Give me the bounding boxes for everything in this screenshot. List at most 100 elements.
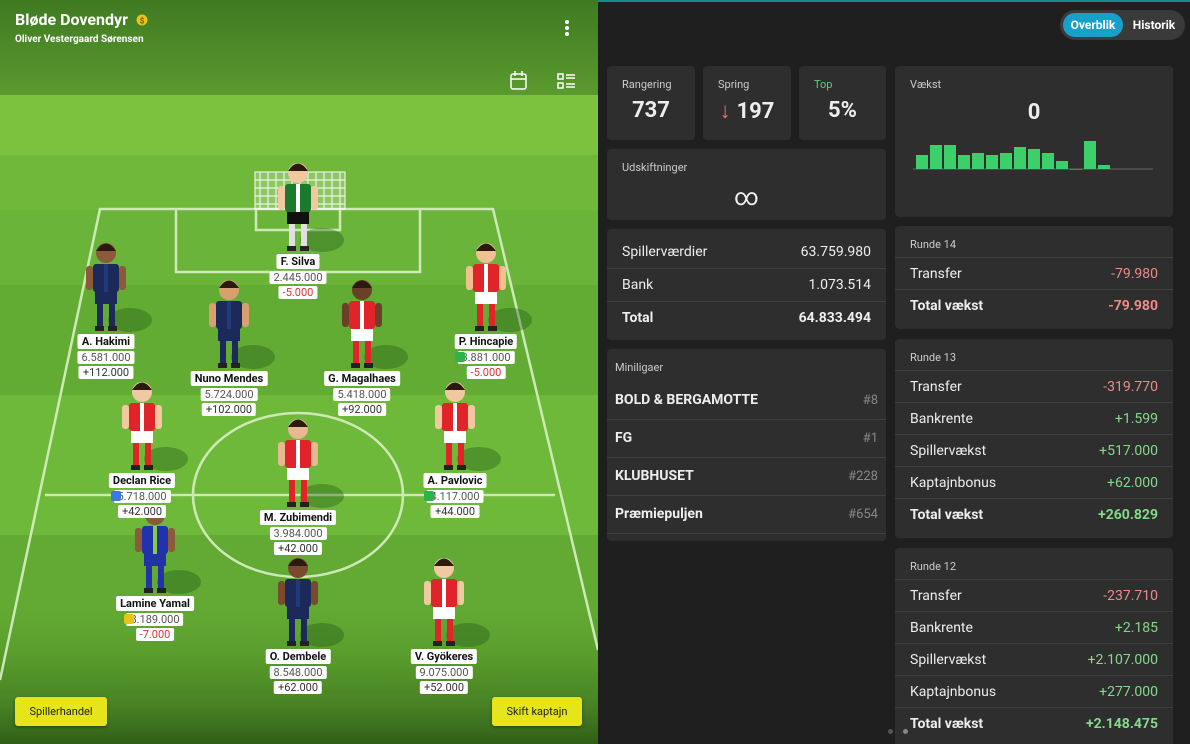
manager-name: Oliver Vestergaard Sørensen	[15, 34, 144, 45]
tab[interactable]: Overblik	[1063, 13, 1123, 37]
hair	[352, 280, 372, 288]
pager-dot[interactable]	[888, 729, 893, 734]
shorts	[287, 210, 309, 224]
player-change: -5.000	[278, 286, 318, 299]
round-value: +62.000	[1107, 475, 1158, 491]
boot	[300, 641, 309, 646]
league-row[interactable]: KLUBHUSET #228	[607, 461, 886, 491]
pager-dot[interactable]	[903, 729, 908, 734]
boot	[446, 641, 455, 646]
round-row: Total vækst +260.829	[895, 499, 1173, 531]
round-label: Total vækst	[910, 716, 984, 732]
league-row[interactable]: Præmiepuljen #654	[607, 499, 886, 529]
shorts	[144, 552, 166, 566]
leg	[289, 478, 295, 504]
leg	[301, 617, 307, 643]
player-change: -7.000	[135, 628, 175, 641]
player-price: 5.418.000	[333, 388, 391, 401]
arm	[424, 581, 431, 605]
league-row[interactable]: BOLD & BERGAMOTTE #8	[607, 385, 886, 415]
leg	[146, 564, 152, 590]
shirt-trim	[442, 579, 446, 607]
league-name: FG	[615, 430, 633, 446]
arm	[468, 405, 475, 429]
stat-value: 5%	[799, 98, 886, 123]
player-price: 6.581.000	[77, 351, 135, 364]
label: Rangering	[622, 78, 672, 91]
leg	[220, 339, 226, 365]
shirt-trim	[296, 184, 300, 212]
player-figure	[86, 243, 152, 332]
leg	[365, 339, 371, 365]
player-badge	[124, 614, 134, 624]
league-name: Præmiepuljen	[615, 506, 703, 522]
captain-button[interactable]: Skift kaptajn	[492, 697, 582, 726]
boot	[475, 326, 484, 331]
stat-card: Spring ↓ 197	[703, 66, 791, 140]
growth-bar	[1084, 141, 1096, 169]
round-label: Total vækst	[910, 507, 984, 523]
leg	[133, 441, 139, 467]
arm	[86, 266, 93, 290]
label: Runde 12	[910, 560, 957, 573]
league-row[interactable]: FG #1	[607, 423, 886, 453]
growth-value: 0	[1027, 100, 1041, 125]
player-card: A. Pavlovic 4.117.000 +44.000	[423, 473, 487, 518]
hair	[96, 243, 116, 251]
growth-bar	[972, 153, 984, 169]
growth-bar	[1014, 147, 1026, 169]
tab-bar: Overblik Historik	[1060, 10, 1185, 40]
shadow	[157, 570, 201, 594]
round-row: Spillervækst +517.000	[895, 435, 1173, 467]
leg	[477, 302, 483, 328]
player-price: 3.881.000	[457, 351, 515, 364]
leg	[301, 222, 307, 248]
boot	[218, 363, 227, 368]
round-row: Transfer -237.710	[895, 580, 1173, 612]
shorts	[287, 605, 309, 619]
divider	[607, 268, 886, 269]
label: Runde 13	[910, 351, 957, 364]
shirt-trim	[140, 403, 144, 431]
label: Udskiftninger	[622, 161, 688, 174]
player-card: G. Magalhaes 5.418.000 +92.000	[324, 371, 400, 416]
boot	[300, 246, 309, 251]
stat-value: ↓ 197	[703, 98, 791, 125]
shorts	[351, 327, 373, 341]
round-value: -79.980	[1108, 298, 1158, 314]
down-arrow: ↓	[719, 99, 731, 124]
label: Spring	[718, 78, 750, 91]
round-card: Runde 13 Transfer -319.770 Bankrente +1.599 S…	[895, 339, 1173, 538]
stat-number: 5%	[828, 98, 857, 123]
trade-button[interactable]: Spillerhandel	[15, 697, 107, 726]
round-row: Spillervækst +2.107.000	[895, 644, 1173, 676]
growth-bar	[958, 155, 970, 169]
boot	[287, 641, 296, 646]
hair	[132, 382, 152, 390]
value-label: Spillerværdier	[622, 244, 708, 260]
tab[interactable]: Historik	[1132, 18, 1176, 32]
shorts	[131, 429, 153, 443]
player-card: Nuno Mendes 5.724.000 +102.000	[190, 371, 268, 416]
shirt-trim	[360, 301, 364, 329]
substitutions-value: ∞	[734, 183, 759, 211]
player-card: F. Silva 2.445.000 -5.000	[269, 254, 327, 299]
divider	[895, 434, 1173, 435]
growth-bar	[1056, 161, 1068, 169]
growth-bar	[1070, 169, 1082, 170]
boot	[300, 502, 309, 507]
boot	[157, 588, 166, 593]
player-name: G. Magalhaes	[324, 371, 400, 386]
player-price: 3.984.000	[269, 527, 327, 540]
growth-bar	[986, 155, 998, 169]
boot	[287, 246, 296, 251]
round-label: Transfer	[910, 379, 962, 395]
shadow	[108, 308, 152, 332]
svg-text:$: $	[140, 17, 145, 26]
arm	[135, 528, 142, 552]
leg	[289, 222, 295, 248]
shirt-trim	[484, 264, 488, 292]
player-price: 5.718.000	[113, 490, 171, 503]
player-change: +62.000	[273, 681, 323, 694]
